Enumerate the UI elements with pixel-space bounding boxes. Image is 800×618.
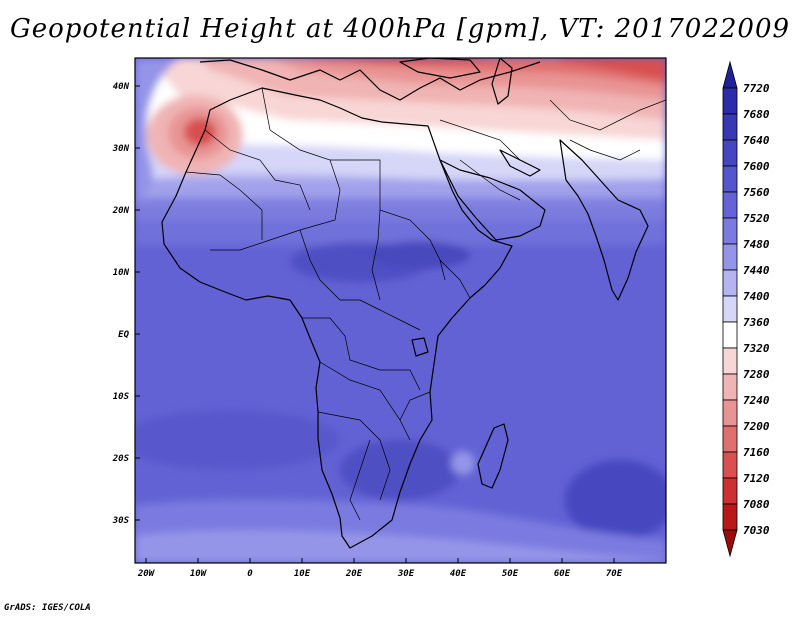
colorbar-label: 7240 [743,394,770,407]
colorbar-segment [722,477,738,505]
colorbar-segment [722,165,738,193]
colorbar-segment [722,191,738,219]
persian-gulf [499,149,541,177]
colorbar-segment [722,217,738,245]
colorbar-segment [722,425,738,453]
colorbar-label: 7680 [743,108,770,121]
map-frame [134,57,667,564]
colorbar-label: 7280 [743,368,770,381]
colorbar-label: 7480 [743,238,770,251]
lon-axis: 20W 10W 0 10E 20E 30E 40E 50E 60E 70E [137,558,623,579]
lat-label-20s: 20S [112,454,130,464]
colorbar-bottom-arrow [722,529,738,558]
india-coast [559,139,649,301]
lon-label-60e: 60E [554,569,571,579]
lon-label-20e: 20E [345,569,363,579]
africa-coast [161,87,513,549]
colorbar-label: 7160 [743,446,770,459]
lon-label-40e: 40E [450,569,467,579]
europe-coast [199,59,541,101]
lon-label-10w: 10W [190,569,208,579]
madagascar [477,423,509,489]
colorbar-segment [722,347,738,375]
lon-label-20w: 20W [137,569,156,579]
colorbar-segment [722,399,738,427]
colorbar-label: 7120 [743,472,770,485]
lat-axis: 40N 30N 20N 10N EQ 10S 20S 30S [112,82,140,526]
lat-label-eq: EQ [118,330,129,340]
lat-label-40n: 40N [113,82,130,92]
lat-label-20n: 20N [112,206,130,216]
colorbar-label: 7640 [743,134,770,147]
colorbar-segment [722,113,738,141]
colorbar-top-arrow [722,60,738,89]
colorbar-label: 7360 [743,316,770,329]
colorbar-segment [722,295,738,323]
colorbar-segment [722,269,738,297]
map-title: Geopotential Height at 400hPa [gpm], VT:… [9,14,791,44]
colorbar-segment [722,373,738,401]
lake-victoria [411,337,429,357]
colorbar-label: 7520 [743,212,770,225]
colorbar-label: 7080 [743,498,770,511]
borders [185,87,666,521]
lon-label-10e: 10E [294,569,311,579]
colorbar-label: 7320 [743,342,770,355]
colorbar-segment [722,243,738,271]
height-field [135,58,666,563]
colorbar-label: 7560 [743,186,770,199]
colorbar-label: 7440 [743,264,770,277]
caspian [491,58,513,105]
lon-label-50e: 50E [502,569,519,579]
lat-label-10s: 10S [113,392,130,402]
lat-label-30n: 30N [112,144,130,154]
coastlines [161,58,649,549]
colorbar-label: 7200 [743,420,770,433]
colorbar-label: 7720 [743,82,770,95]
black-sea [399,58,481,79]
colorbar-segment [722,87,738,115]
colorbar-label: 7600 [743,160,770,173]
colorbar-label: 7400 [743,290,770,303]
colorbar-segment [722,451,738,479]
lon-label-0: 0 [247,569,253,579]
grads-credit: GrADS: IGES/COLA [4,603,91,613]
lat-label-10n: 10N [113,268,130,278]
colorbar: 7720 7680 7640 7600 7560 7520 7480 7440 7400 7360… [722,60,770,558]
colorbar-segment [722,503,738,531]
lat-label-30s: 30S [112,516,130,526]
colorbar-segment [722,139,738,167]
colorbar-label: 7030 [743,524,770,537]
colorbar-segment [722,321,738,349]
lon-label-70e: 70E [606,569,623,579]
lon-label-30e: 30E [397,569,415,579]
